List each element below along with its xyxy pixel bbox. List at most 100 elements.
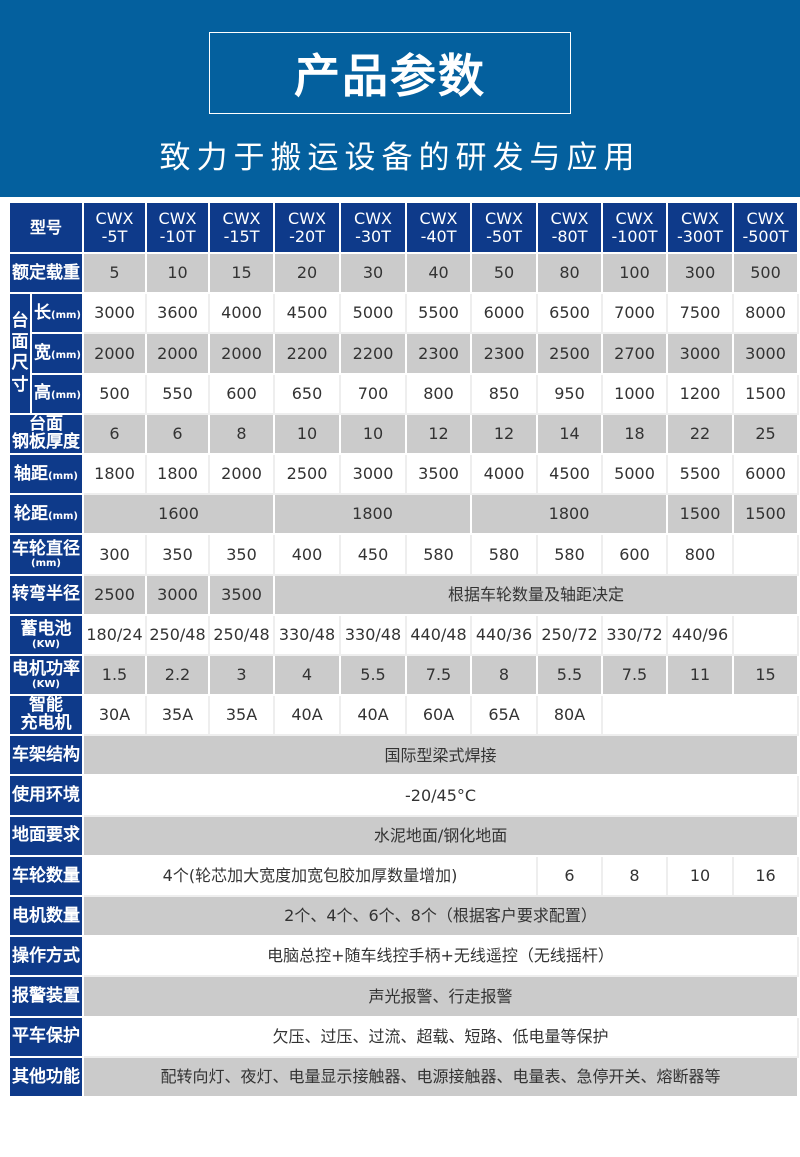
table-cell: 2500 (273, 452, 342, 496)
model-header: CWX -20T (273, 201, 342, 254)
table-cell: 5000 (339, 292, 408, 335)
table-cell: 3 (208, 653, 276, 697)
row-label-text: 地面要求 (12, 825, 80, 846)
table-cell: 22 (666, 412, 735, 455)
row-label: 车轮直径 (mm) (7, 533, 85, 576)
row-label-unit: (KW) (32, 678, 60, 690)
table-cell: 500 (82, 372, 148, 415)
table-cell: 2000 (208, 332, 276, 375)
row-label-text: 轴距 (14, 463, 49, 484)
row-label: 高(mm) (29, 372, 85, 415)
table-cell: 4 (273, 653, 342, 697)
model-header: CWX -300T (666, 201, 735, 254)
table-cell: 8 (470, 653, 539, 697)
header-row: 型号 CWX -5T CWX -10T CWX -15T CWX -20T CWX -30… (7, 201, 800, 254)
row-label: 轴距(mm) (7, 452, 85, 496)
table-cell: 5.5 (536, 653, 604, 697)
table-cell: 40A (339, 694, 408, 737)
row-label-text: 台面 钢板厚度 (12, 414, 80, 452)
title-box: 产品参数 (209, 32, 571, 114)
row-label: 长(mm) (29, 292, 85, 335)
table-cell: 国际型梁式焊接 (82, 734, 800, 777)
table-cell: 1800 (145, 452, 211, 496)
table-row: 其他功能 配转向灯、夜灯、电量显示接触器、电源接触器、电量表、急停开关、熔断器等 (7, 1055, 800, 1098)
row-label: 电机功率 (KW) (7, 653, 85, 697)
table-cell: 550 (145, 372, 211, 415)
table-cell: 580 (470, 533, 539, 576)
table-cell: 6 (145, 412, 211, 455)
row-label: 其他功能 (7, 1055, 85, 1098)
table-cell: 4000 (470, 452, 539, 496)
row-label-unit: (KW) (32, 638, 60, 650)
row-label: 操作方式 (7, 935, 85, 978)
row-label: 车轮数量 (7, 854, 85, 898)
table-cell: 2500 (536, 332, 604, 375)
table-cell: 440/36 (470, 613, 539, 656)
table-cell: 1600 (82, 493, 276, 536)
table-row: 车轮数量 4个(轮芯加大宽度加宽包胶加厚数量增加) 6 8 10 16 (7, 854, 800, 898)
table-cell: 12 (405, 412, 473, 455)
row-label: 蓄电池 (KW) (7, 613, 85, 656)
row-label-text: 电机数量 (12, 905, 80, 926)
table-cell: 180/24 (82, 613, 148, 656)
model-header: CWX -50T (470, 201, 539, 254)
table-cell: 3500 (405, 452, 473, 496)
row-label: 额定载重 (7, 251, 85, 295)
table-cell: 4个(轮芯加大宽度加宽包胶加厚数量增加) (82, 854, 539, 898)
table-cell: 850 (470, 372, 539, 415)
table-cell: 330/72 (601, 613, 669, 656)
model-header: CWX -5T (82, 201, 148, 254)
table-cell: 5000 (601, 452, 669, 496)
table-cell: 配转向灯、夜灯、电量显示接触器、电源接触器、电量表、急停开关、熔断器等 (82, 1055, 800, 1098)
table-cell: 10 (339, 412, 408, 455)
table-row: 转弯半径 2500 3000 3500 根据车轮数量及轴距决定 (7, 573, 800, 616)
table-cell: 300 (666, 251, 735, 295)
row-label-unit: (mm) (48, 470, 78, 482)
table-cell: 1800 (273, 493, 473, 536)
table-cell: 2个、4个、6个、8个（根据客户要求配置） (82, 894, 800, 938)
table-row: 高(mm) 500 550 600 650 700 800 850 950 1000 1200 150… (9, 372, 800, 415)
table-cell: 2300 (470, 332, 539, 375)
table-cell: 4500 (536, 452, 604, 496)
table-cell: 580 (536, 533, 604, 576)
table-cell: 20 (273, 251, 342, 295)
table-cell: 2300 (405, 332, 473, 375)
table-cell: 2000 (145, 332, 211, 375)
row-label-unit: (mm) (51, 350, 81, 362)
table-cell: 80 (536, 251, 604, 295)
table-cell: 450 (339, 533, 408, 576)
row-label-text: 其他功能 (12, 1066, 80, 1087)
table-row: 智能 充电机 30A 35A 35A 40A 40A 60A 65A 80A (7, 694, 800, 737)
table-cell: 水泥地面/钢化地面 (82, 814, 800, 857)
model-header: CWX -40T (405, 201, 473, 254)
table-cell: 600 (208, 372, 276, 415)
row-label: 电机数量 (7, 894, 85, 938)
table-row: 车轮直径 (mm) 300 350 350 400 450 580 580 580 600 800 (7, 533, 800, 576)
table-cell: 440/48 (405, 613, 473, 656)
row-label-text: 车轮直径 (12, 538, 80, 559)
table-cell: 1.5 (82, 653, 148, 697)
table-cell: 3000 (666, 332, 735, 375)
table-row: 蓄电池 (KW) 180/24 250/48 250/48 330/48 330/48 440… (7, 613, 800, 656)
table-cell: 2.2 (145, 653, 211, 697)
row-label-unit: (mm) (48, 510, 78, 522)
table-cell: 350 (145, 533, 211, 576)
table-cell: 5 (82, 251, 148, 295)
table-cell: 电脑总控+随车线控手柄+无线遥控（无线摇杆） (82, 935, 800, 978)
table-cell: 8 (601, 854, 669, 898)
table-cell: 7.5 (405, 653, 473, 697)
table-cell: 18 (601, 412, 669, 455)
table-cell: 1000 (601, 372, 669, 415)
table-cell: 6000 (732, 452, 800, 496)
table-cell: 500 (732, 251, 800, 295)
table-cell: 25 (732, 412, 800, 455)
table-cell: 2000 (82, 332, 148, 375)
row-label-text: 转弯半径 (12, 584, 80, 605)
table-cell: 1500 (666, 493, 735, 536)
row-label: 车架结构 (7, 734, 85, 777)
table-cell: 800 (405, 372, 473, 415)
row-label: 轮距(mm) (7, 493, 85, 536)
table-cell: 6 (82, 412, 148, 455)
table-cell: 6 (536, 854, 604, 898)
table-cell: 1500 (732, 493, 800, 536)
